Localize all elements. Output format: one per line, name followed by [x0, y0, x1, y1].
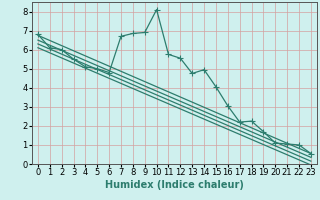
X-axis label: Humidex (Indice chaleur): Humidex (Indice chaleur)	[105, 180, 244, 190]
